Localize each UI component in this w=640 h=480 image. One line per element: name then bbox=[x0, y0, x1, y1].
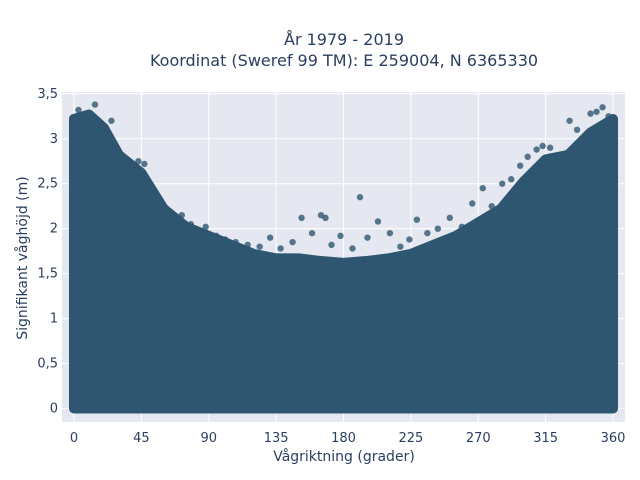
data-point bbox=[156, 198, 163, 205]
data-point bbox=[406, 236, 413, 243]
data-point bbox=[148, 185, 156, 192]
data-point bbox=[165, 207, 172, 214]
data-point bbox=[587, 110, 594, 117]
data-point bbox=[539, 142, 546, 150]
data-point bbox=[413, 216, 421, 223]
data-point bbox=[244, 241, 251, 249]
data-point bbox=[289, 238, 296, 246]
data-point bbox=[560, 169, 567, 177]
data-point bbox=[172, 216, 179, 223]
x-axis-title: Vågriktning (grader) bbox=[273, 448, 415, 465]
data-point bbox=[397, 243, 404, 250]
data-point bbox=[434, 225, 442, 232]
point-density-area bbox=[68, 109, 619, 414]
data-point bbox=[349, 245, 356, 252]
data-point bbox=[599, 104, 606, 111]
data-point bbox=[524, 153, 531, 160]
x-tick-label: 0 bbox=[70, 431, 78, 446]
data-point bbox=[277, 245, 284, 252]
y-tick-label: 0 bbox=[50, 402, 58, 417]
y-tick-label: 2 bbox=[50, 222, 58, 237]
data-point bbox=[458, 223, 465, 231]
data-point bbox=[75, 106, 82, 114]
data-point bbox=[178, 211, 185, 219]
x-tick-label: 45 bbox=[133, 431, 150, 446]
data-point bbox=[446, 214, 454, 222]
data-point bbox=[424, 229, 431, 237]
y-tick-label: 2,5 bbox=[37, 177, 58, 192]
data-point bbox=[187, 220, 194, 228]
data-point bbox=[533, 146, 540, 153]
data-point bbox=[79, 113, 87, 120]
data-point bbox=[84, 126, 91, 133]
data-point bbox=[566, 117, 573, 124]
y-tick-label: 3,5 bbox=[37, 87, 58, 102]
data-point bbox=[232, 238, 239, 246]
data-point bbox=[605, 113, 612, 120]
x-tick-label: 180 bbox=[331, 431, 356, 446]
data-point bbox=[96, 131, 103, 138]
data-point bbox=[374, 218, 382, 225]
data-point bbox=[195, 229, 202, 237]
data-point bbox=[364, 234, 371, 241]
axis-ticks: 0 45 90 135 180 225 270 315 360 0 0,5 1 1,5 2 2,5 3 3,5 bbox=[37, 87, 625, 446]
data-point bbox=[108, 117, 115, 124]
data-points bbox=[75, 101, 612, 252]
x-tick-label: 315 bbox=[533, 431, 558, 446]
data-point bbox=[141, 160, 148, 168]
x-tick-label: 90 bbox=[200, 431, 217, 446]
data-point bbox=[322, 214, 329, 222]
data-point bbox=[308, 229, 316, 237]
data-point bbox=[256, 243, 263, 250]
data-point bbox=[202, 223, 209, 231]
x-tick-label: 135 bbox=[264, 431, 289, 446]
data-point bbox=[222, 236, 229, 243]
data-point bbox=[135, 158, 142, 165]
data-point bbox=[112, 153, 120, 160]
data-point bbox=[356, 194, 364, 201]
x-tick-label: 270 bbox=[466, 431, 491, 446]
data-point bbox=[120, 162, 127, 169]
data-point bbox=[593, 108, 600, 115]
y-tick-label: 3 bbox=[50, 132, 58, 147]
data-point bbox=[552, 158, 560, 165]
y-axis-title: Signifikant våghöjd (m) bbox=[14, 176, 31, 339]
data-point bbox=[102, 140, 109, 147]
data-point bbox=[266, 234, 274, 241]
data-point bbox=[546, 144, 554, 151]
data-point bbox=[581, 135, 588, 142]
data-point bbox=[516, 162, 524, 169]
data-point bbox=[479, 185, 486, 192]
y-tick-label: 1,5 bbox=[37, 267, 58, 282]
x-tick-label: 225 bbox=[398, 431, 423, 446]
data-point bbox=[469, 200, 476, 207]
y-tick-label: 1 bbox=[50, 312, 58, 327]
data-point bbox=[573, 126, 581, 133]
chart-title-line-1: År 1979 - 2019 bbox=[284, 30, 404, 49]
data-point bbox=[91, 101, 99, 108]
x-tick-label: 360 bbox=[601, 431, 626, 446]
data-point bbox=[386, 229, 394, 237]
data-point bbox=[328, 241, 335, 249]
data-point bbox=[488, 202, 495, 210]
chart-title-line-2: Koordinat (Sweref 99 TM): E 259004, N 63… bbox=[150, 51, 538, 70]
data-point bbox=[508, 176, 515, 183]
y-tick-label: 0,5 bbox=[37, 357, 58, 372]
data-point bbox=[126, 176, 133, 183]
data-point bbox=[499, 180, 506, 187]
data-point bbox=[213, 232, 220, 240]
data-point bbox=[298, 214, 305, 222]
dense-point-cloud bbox=[68, 109, 619, 414]
data-point bbox=[337, 232, 344, 240]
